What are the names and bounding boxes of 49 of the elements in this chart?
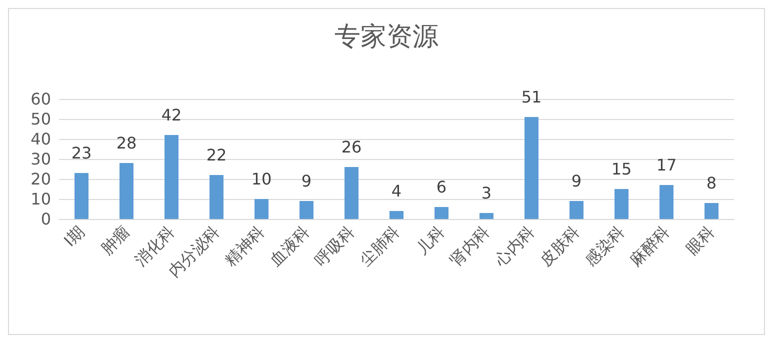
data-label: 9 bbox=[571, 172, 582, 190]
data-label: 15 bbox=[611, 160, 632, 178]
bar bbox=[120, 163, 134, 219]
bar bbox=[434, 207, 448, 219]
y-tick-label: 0 bbox=[40, 210, 51, 228]
x-tick-label: 眼科 bbox=[682, 222, 718, 258]
bar bbox=[660, 185, 674, 219]
data-label: 6 bbox=[436, 178, 447, 196]
data-label: 23 bbox=[71, 144, 92, 162]
bar bbox=[390, 211, 404, 219]
y-tick-label: 10 bbox=[30, 190, 51, 208]
bar bbox=[210, 175, 224, 219]
data-label: 51 bbox=[521, 88, 542, 106]
data-label: 4 bbox=[391, 182, 402, 200]
bar bbox=[704, 203, 718, 219]
x-tick-label: 精神科 bbox=[220, 222, 268, 270]
data-label: 3 bbox=[481, 184, 492, 202]
bar bbox=[344, 167, 358, 219]
x-tick-label: 尘肺科 bbox=[356, 222, 404, 270]
x-tick-label: 皮肤科 bbox=[536, 222, 584, 270]
data-label: 28 bbox=[116, 134, 137, 152]
data-label: 26 bbox=[341, 138, 362, 156]
x-tick-label: 麻醉科 bbox=[626, 222, 674, 270]
x-tick-label: 儿科 bbox=[412, 222, 448, 258]
x-tick-label: 血液科 bbox=[266, 222, 314, 270]
x-tick-label: 感染科 bbox=[580, 222, 628, 270]
data-label: 42 bbox=[161, 106, 182, 124]
y-tick-label: 40 bbox=[30, 130, 51, 148]
y-tick-label: 20 bbox=[30, 170, 51, 188]
data-label: 17 bbox=[656, 156, 677, 174]
data-label: 22 bbox=[206, 146, 227, 164]
x-tick-label: 肿瘤 bbox=[97, 222, 134, 258]
x-tick-label: 呼吸科 bbox=[310, 222, 358, 270]
data-label: 8 bbox=[706, 174, 717, 192]
bar bbox=[300, 201, 314, 219]
data-label: 10 bbox=[251, 170, 272, 188]
bar bbox=[254, 199, 268, 219]
bar bbox=[480, 213, 494, 219]
chart-title: 专家资源 bbox=[334, 22, 438, 52]
bar bbox=[614, 189, 628, 219]
x-tick-label: I期 bbox=[60, 222, 88, 250]
y-tick-label: 50 bbox=[30, 110, 51, 128]
bar bbox=[570, 201, 584, 219]
y-tick-label: 30 bbox=[30, 150, 51, 168]
y-tick-label: 60 bbox=[30, 90, 51, 108]
data-label: 9 bbox=[301, 172, 312, 190]
bar bbox=[524, 117, 538, 219]
bar bbox=[164, 135, 178, 219]
bar bbox=[74, 173, 88, 219]
